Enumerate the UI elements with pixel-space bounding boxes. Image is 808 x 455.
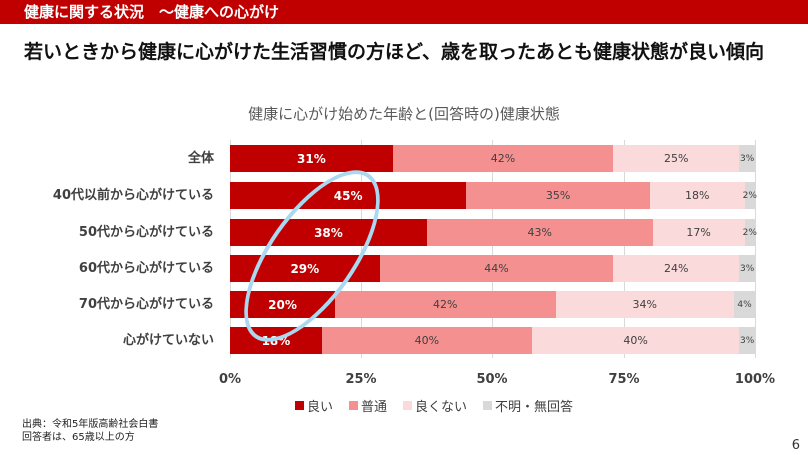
bar-row: 45% 35% 18% 2% <box>230 182 757 209</box>
segment-good: 18% <box>230 327 322 354</box>
segment-bad: 17% <box>652 219 745 246</box>
gridline <box>361 140 362 358</box>
bar-row: 38% 43% 17% 2% <box>230 219 757 246</box>
segment-good: 20% <box>230 291 335 318</box>
legend-swatch-icon <box>348 401 358 410</box>
gridline <box>755 140 756 358</box>
row-label: 50代から心がけている <box>78 225 214 240</box>
row-label: 心がけていない <box>122 333 214 348</box>
segment-unknown: 2% <box>743 219 757 246</box>
segment-unknown: 3% <box>739 145 755 172</box>
segment-good: 45% <box>230 182 467 209</box>
segment-normal: 42% <box>392 145 614 172</box>
segment-normal: 35% <box>466 182 650 209</box>
header-bar: 健康に関する状況 ～健康への心がけ <box>0 0 808 24</box>
segment-normal: 40% <box>321 327 532 354</box>
segment-good: 29% <box>230 255 380 282</box>
legend-swatch-icon <box>403 401 412 410</box>
x-tick: 0% <box>218 372 242 387</box>
segment-good: 31% <box>230 145 393 172</box>
segment-bad: 18% <box>650 182 745 209</box>
bar-row: 31% 42% 25% 3% <box>230 145 755 172</box>
segment-unknown: 3% <box>739 327 755 354</box>
legend-item-good: 良い <box>294 396 333 415</box>
segment-normal: 44% <box>379 255 614 282</box>
legend: 良い 普通 良くない 不明・無回答 <box>0 396 808 415</box>
segment-bad: 25% <box>613 145 740 172</box>
row-label: 60代から心がけている <box>78 261 214 276</box>
row-label: 40代以前から心がけている <box>52 188 214 203</box>
legend-item-normal: 普通 <box>348 396 387 415</box>
section-title: 健康に関する状況 ～健康への心がけ <box>24 3 280 21</box>
segment-bad: 40% <box>531 327 740 354</box>
segment-good: 38% <box>230 219 427 246</box>
segment-bad: 34% <box>555 291 734 318</box>
x-tick: 25% <box>345 372 377 387</box>
segment-unknown: 4% <box>734 291 755 318</box>
segment-bad: 24% <box>613 255 740 282</box>
respondent-note: 回答者は、65歳以上の方 <box>22 432 135 443</box>
segment-normal: 42% <box>335 291 556 318</box>
segment-normal: 43% <box>426 219 653 246</box>
legend-swatch-icon <box>294 401 304 410</box>
legend-label: 良くない <box>415 400 468 415</box>
x-tick: 75% <box>608 372 640 387</box>
row-label: 70代から心がけている <box>78 297 214 312</box>
segment-unknown: 2% <box>743 182 757 209</box>
legend-swatch-icon <box>483 401 493 410</box>
bar-row: 18% 40% 40% 3% <box>230 327 755 354</box>
source-note: 出典：令和5年版高齢社会白書 回答者は、65歳以上の方 <box>22 418 158 444</box>
x-tick: 50% <box>476 372 508 387</box>
page-number: 6 <box>791 438 800 453</box>
segment-unknown: 3% <box>739 255 755 282</box>
bar-row: 29% 44% 24% 3% <box>230 255 755 282</box>
headline: 若いときから健康に心がけた生活習慣の方ほど、歳を取ったあとも健康状態が良い傾向 <box>24 41 765 63</box>
legend-label: 不明・無回答 <box>495 400 574 415</box>
bar-row: 20% 42% 34% 4% <box>230 291 755 318</box>
legend-item-unknown: 不明・無回答 <box>483 396 573 415</box>
gridline <box>492 140 493 358</box>
x-tick: 100% <box>734 372 776 387</box>
row-label: 全体 <box>187 151 214 166</box>
legend-item-bad: 良くない <box>403 396 467 415</box>
chart-title: 健康に心がけ始めた年齢と(回答時の)健康状態 <box>248 105 560 123</box>
gridline <box>624 140 625 358</box>
legend-label: 良い <box>306 400 333 415</box>
source-citation: 出典：令和5年版高齢社会白書 <box>22 419 159 430</box>
gridline <box>230 140 231 358</box>
legend-label: 普通 <box>360 400 387 415</box>
